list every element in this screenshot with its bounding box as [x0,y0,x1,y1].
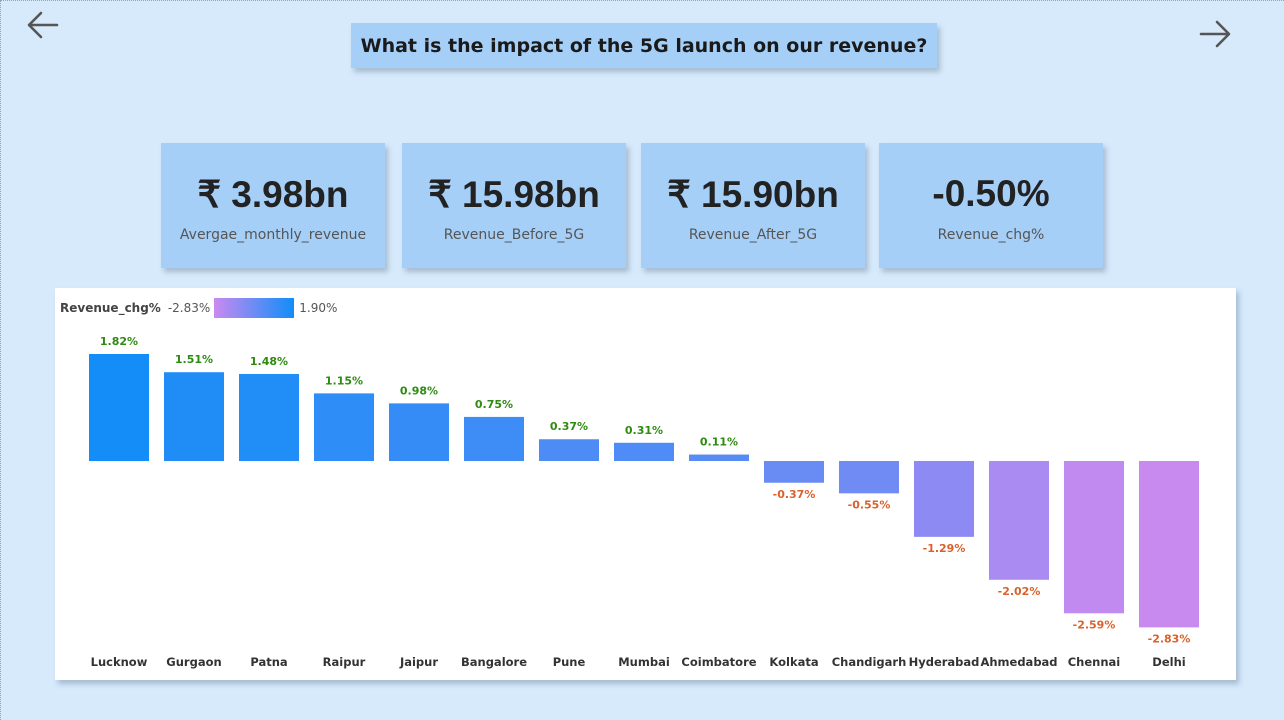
kpi-card-revenue-after-5g: ₹ 15.90bn Revenue_After_5G [641,143,865,268]
category-label-raipur: Raipur [323,655,366,669]
legend-min-label: -2.83% [167,301,211,315]
bar-jaipur[interactable] [389,403,449,461]
data-label-gurgaon: 1.51% [175,353,213,366]
arrow-left-icon[interactable] [25,7,61,43]
bar-delhi[interactable] [1139,461,1199,628]
chart-legend: Revenue_chg% -2.83% 1.90% [60,298,337,318]
category-label-ahmedabad: Ahmedabad [980,655,1057,669]
category-label-mumbai: Mumbai [618,655,670,669]
kpi-value: -0.50% [932,173,1050,214]
kpi-card-avg-monthly-revenue: ₹ 3.98bn Avergae_monthly_revenue [161,143,385,268]
bar-kolkata[interactable] [764,461,824,483]
data-label-mumbai: 0.31% [625,424,663,437]
legend-color-gradient [214,298,295,318]
page-title: What is the impact of the 5G launch on o… [351,23,937,68]
category-label-bangalore: Bangalore [461,655,527,669]
bar-coimbatore[interactable] [689,454,749,461]
bar-chandigarh[interactable] [839,461,899,494]
chart-plot-area: 1.82% Lucknow 1.51% Gurgaon 1.48% Patna 1.15% R… [89,335,1199,669]
category-label-coimbatore: Coimbatore [681,655,756,669]
arrow-right-icon[interactable] [1197,16,1233,52]
legend-title: Revenue_chg% [60,301,161,315]
data-label-chandigarh: -0.55% [848,498,891,511]
kpi-label: Revenue_Before_5G [443,227,585,243]
data-label-bangalore: 0.75% [475,398,513,411]
data-label-raipur: 1.15% [325,374,363,387]
category-label-chennai: Chennai [1068,655,1121,669]
category-label-pune: Pune [553,655,586,669]
kpi-value: ₹ 15.90bn [667,174,839,215]
data-label-lucknow: 1.82% [100,335,138,348]
data-label-coimbatore: 0.11% [700,436,738,449]
bar-bangalore[interactable] [464,416,524,461]
bar-raipur[interactable] [314,393,374,461]
bar-hyderabad[interactable] [914,461,974,537]
bar-lucknow[interactable] [89,353,149,461]
kpi-label: Avergae_monthly_revenue [179,227,367,243]
data-label-kolkata: -0.37% [773,488,816,501]
kpi-label: Revenue_After_5G [688,227,818,243]
kpi-label: Revenue_chg% [937,227,1045,243]
category-label-lucknow: Lucknow [91,655,148,669]
bar-chennai[interactable] [1064,461,1124,614]
category-label-hyderabad: Hyderabad [909,655,980,669]
bar-mumbai[interactable] [614,442,674,461]
bar-pune[interactable] [539,439,599,461]
data-label-delhi: -2.83% [1148,632,1191,645]
bar-patna[interactable] [239,373,299,461]
data-label-patna: 1.48% [250,355,288,368]
category-label-chandigarh: Chandigarh [832,655,907,669]
data-label-ahmedabad: -2.02% [998,585,1041,598]
bar-gurgaon[interactable] [164,372,224,461]
bar-ahmedabad[interactable] [989,461,1049,580]
kpi-value: ₹ 3.98bn [197,174,349,215]
category-label-kolkata: Kolkata [769,655,818,669]
data-label-chennai: -2.59% [1073,618,1116,631]
legend-max-label: 1.90% [299,301,338,315]
category-label-jaipur: Jaipur [399,655,438,669]
data-label-hyderabad: -1.29% [923,542,966,555]
kpi-card-revenue-before-5g: ₹ 15.98bn Revenue_Before_5G [402,143,626,268]
kpi-card-revenue-chg: -0.50% Revenue_chg% [879,143,1103,268]
category-label-gurgaon: Gurgaon [166,655,221,669]
category-label-patna: Patna [250,655,287,669]
kpi-value: ₹ 15.98bn [428,174,600,215]
category-label-delhi: Delhi [1152,655,1185,669]
data-label-jaipur: 0.98% [400,384,438,397]
revenue-chg-chart: 1.82% Lucknow 1.51% Gurgaon 1.48% Patna 1.15% R… [55,288,1236,680]
data-label-pune: 0.37% [550,420,588,433]
